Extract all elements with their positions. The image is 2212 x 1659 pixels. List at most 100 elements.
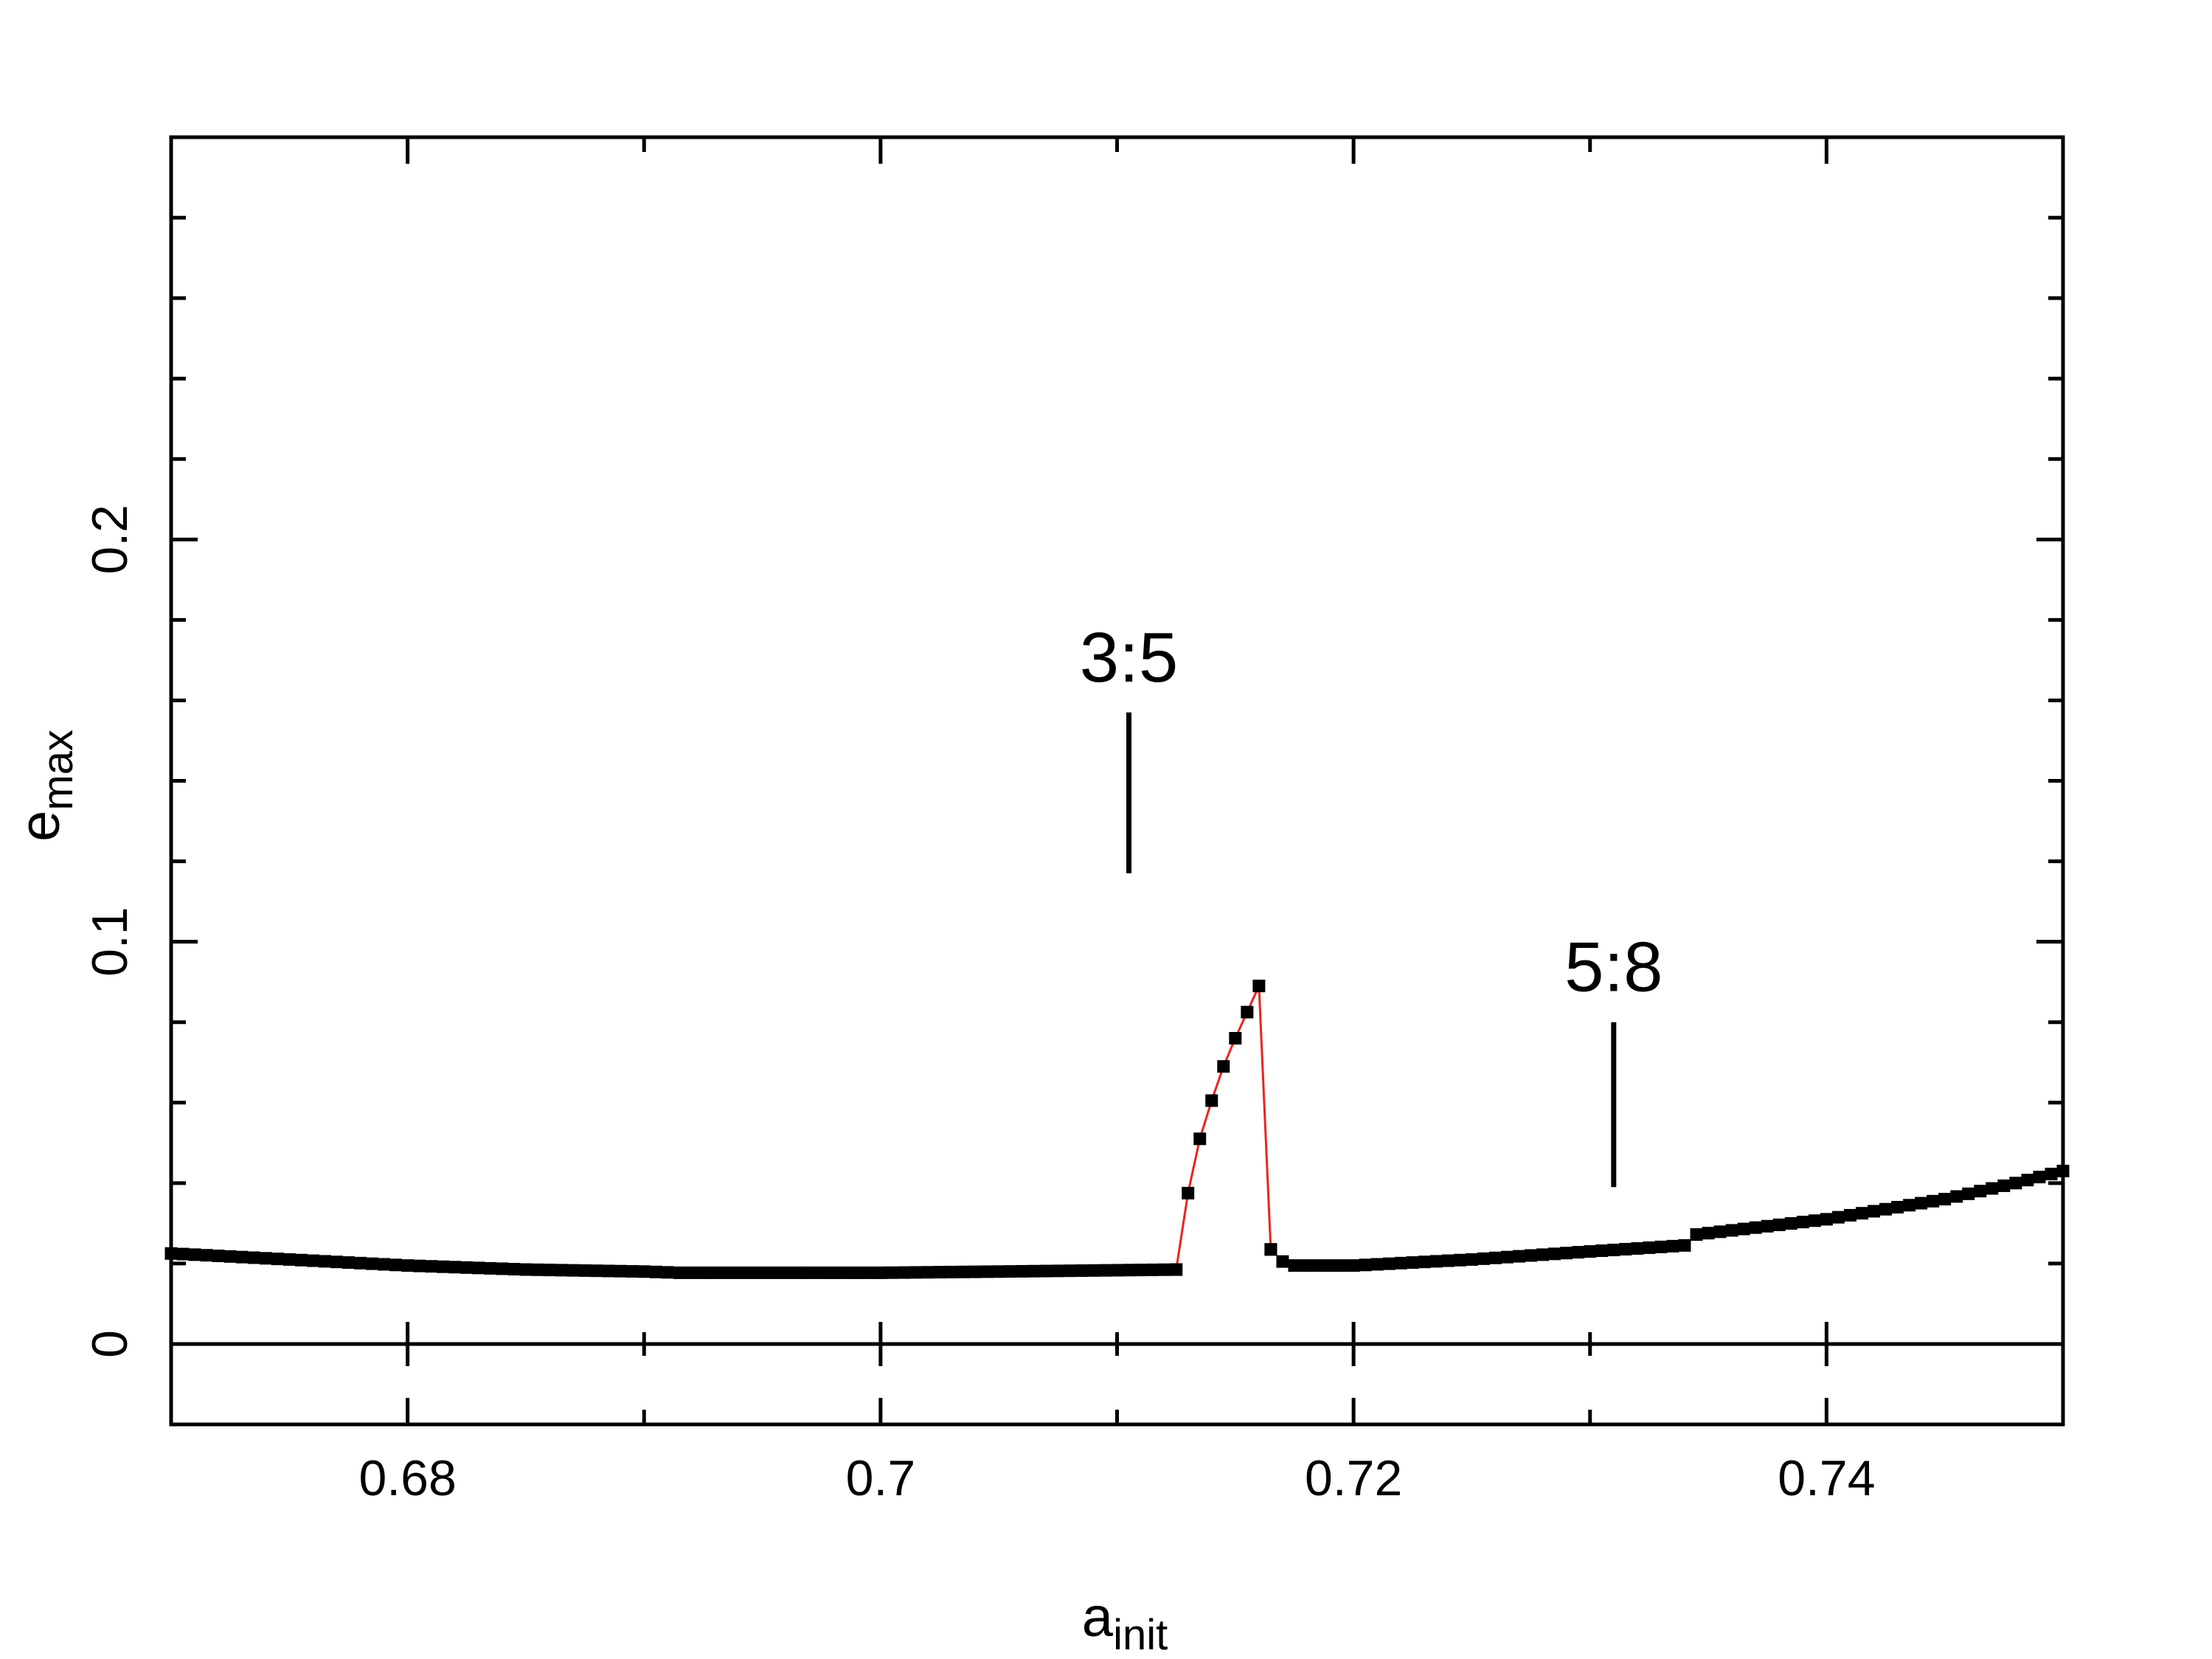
data-point (1772, 1218, 1786, 1231)
data-point (1323, 1259, 1336, 1272)
data-point (341, 1256, 355, 1270)
data-point (212, 1250, 225, 1263)
data-point (1938, 1193, 1952, 1206)
x-axis-label-base: a (1082, 1586, 1114, 1649)
resonance-label: 5:8 (1564, 928, 1663, 1007)
data-point (566, 1264, 580, 1277)
data-point (1903, 1199, 1916, 1212)
data-point (1761, 1219, 1774, 1233)
data-point (448, 1261, 462, 1274)
data-point (1796, 1216, 1809, 1229)
data-point (282, 1253, 296, 1266)
data-point (968, 1265, 982, 1278)
data-point (1170, 1263, 1183, 1276)
data-point (1631, 1241, 1644, 1255)
data-point (1241, 1005, 1254, 1019)
data-point (578, 1264, 592, 1277)
data-point (1654, 1240, 1668, 1253)
data-point (1252, 980, 1266, 993)
data-point (1441, 1254, 1455, 1267)
data-point (1382, 1257, 1395, 1270)
y-axis-label: emax (9, 730, 82, 842)
y-tick-label: 0 (82, 1330, 138, 1358)
data-point (1063, 1264, 1076, 1278)
data-point (921, 1266, 935, 1279)
data-point (1406, 1256, 1419, 1270)
data-point (933, 1266, 946, 1279)
data-point (1572, 1246, 1585, 1259)
data-point (1560, 1247, 1573, 1260)
data-point (176, 1247, 190, 1261)
data-point (1808, 1214, 1821, 1227)
data-point (1311, 1259, 1325, 1272)
x-tick-label: 0.68 (358, 1450, 456, 1506)
data-point (980, 1265, 994, 1278)
data-point (2021, 1174, 2034, 1187)
resonance-series-line (1175, 985, 1272, 1270)
data-point (1134, 1264, 1148, 1277)
data-point (756, 1266, 769, 1279)
data-point (1501, 1250, 1514, 1264)
data-point (1370, 1258, 1384, 1271)
data-point (1950, 1190, 1963, 1203)
data-point (330, 1255, 343, 1269)
data-point (366, 1257, 379, 1270)
data-point (661, 1266, 674, 1279)
data-point (1418, 1255, 1431, 1269)
data-point (507, 1263, 521, 1276)
data-point (401, 1259, 415, 1272)
data-point (164, 1247, 178, 1260)
data-point (259, 1252, 272, 1265)
data-point (1749, 1221, 1762, 1234)
data-point (223, 1250, 237, 1263)
data-point (484, 1261, 497, 1275)
data-point (2045, 1168, 2058, 1181)
plot-border (169, 135, 2065, 1427)
plot-frame (169, 135, 2065, 1427)
data-point (602, 1264, 615, 1278)
data-point (1962, 1187, 1975, 1200)
data-point (437, 1260, 450, 1273)
data-point (720, 1266, 733, 1279)
data-point (247, 1251, 260, 1264)
data-point (957, 1265, 970, 1278)
data-point (945, 1265, 958, 1278)
y-axis-label-sub: max (34, 730, 82, 811)
data-point (496, 1262, 509, 1275)
data-point (1205, 1094, 1218, 1107)
data-point (1525, 1249, 1538, 1262)
data-point (1820, 1213, 1833, 1226)
data-point (1784, 1217, 1797, 1230)
annotations: 3:5 5:8 (1080, 618, 1663, 1188)
data-point (1477, 1252, 1490, 1265)
data-point (1276, 1255, 1289, 1268)
data-point (1300, 1259, 1313, 1272)
data-point (1927, 1194, 1940, 1208)
data-point (413, 1259, 426, 1272)
data-point (531, 1263, 544, 1276)
data-point (555, 1264, 568, 1277)
data-point (1004, 1265, 1017, 1278)
data-point (1229, 1032, 1242, 1045)
data-point (614, 1264, 627, 1278)
data-point (1264, 1243, 1277, 1256)
data-point (1725, 1224, 1738, 1237)
data-point (306, 1254, 319, 1267)
data-point (673, 1266, 686, 1279)
data-point (1394, 1256, 1407, 1270)
data-point (1831, 1211, 1845, 1224)
data-point (200, 1249, 213, 1262)
resonance-label: 3:5 (1080, 618, 1178, 697)
x-tick-label: 0.72 (1305, 1450, 1402, 1506)
data-point (1016, 1264, 1029, 1278)
data-point (684, 1266, 698, 1279)
data-point (1347, 1259, 1360, 1272)
data-point (188, 1248, 201, 1261)
data-point (1595, 1244, 1609, 1257)
y-tick-label: 0.1 (82, 907, 138, 977)
data-point (1051, 1264, 1064, 1278)
data-point (294, 1253, 308, 1267)
data-point (354, 1256, 367, 1270)
x-axis-label: ainit (1082, 1586, 1168, 1659)
data-point (1737, 1222, 1750, 1236)
